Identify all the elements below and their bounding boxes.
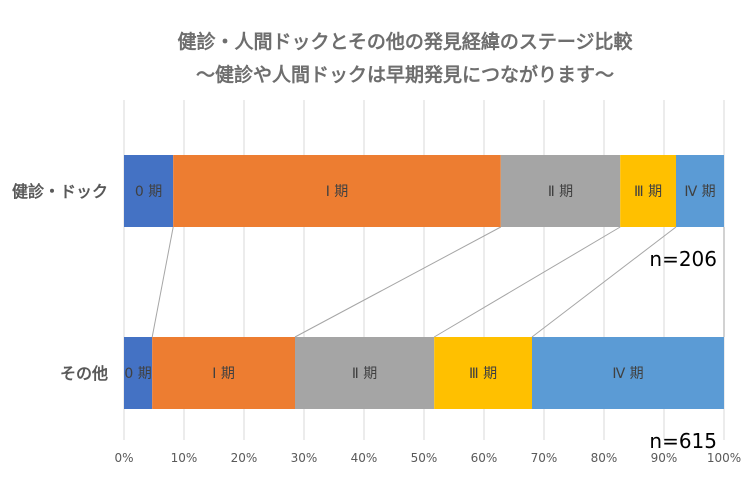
segment-label: Ⅳ 期 (684, 184, 715, 200)
x-tick-label: 30% (291, 451, 318, 465)
segment-label: 0 期 (135, 184, 162, 200)
bar-segment (500, 155, 621, 227)
bar-segment (124, 337, 153, 409)
segment-label: Ⅰ 期 (212, 366, 235, 382)
chart-subtitle: ～健診や人間ドックは早期発見につながります～ (196, 63, 614, 86)
bar-segment (620, 155, 676, 227)
x-tick-label: 70% (531, 451, 558, 465)
x-tick-label: 40% (351, 451, 378, 465)
x-tick-label: 20% (231, 451, 258, 465)
x-tick-label: 0% (114, 451, 133, 465)
bar-segment (152, 337, 295, 409)
x-tick-label: 60% (471, 451, 498, 465)
x-tick-label: 80% (591, 451, 618, 465)
x-tick-label: 90% (651, 451, 678, 465)
bar-segment (532, 337, 724, 409)
connector-line (294, 226, 502, 338)
bar-segment (676, 155, 724, 227)
segment-label: Ⅲ 期 (469, 366, 497, 382)
connector-line (531, 226, 677, 338)
segment-label: Ⅰ 期 (326, 184, 349, 200)
connector-line (151, 226, 174, 338)
x-axis-ticks: 0% 10% 20% 30% 40% 50% 60% 70% 80% 90% 100% (114, 451, 741, 465)
bar-segment (173, 155, 501, 227)
segment-label: Ⅲ 期 (634, 184, 662, 200)
n-labels: n=206 n=615 (649, 247, 717, 453)
bar-segment (124, 155, 174, 227)
segment-label: Ⅳ 期 (612, 366, 643, 382)
connector-lines (151, 226, 725, 338)
x-tick-label: 50% (411, 451, 438, 465)
bars: 0 期 Ⅰ 期 Ⅱ 期 Ⅲ 期 Ⅳ 期 0 期 Ⅰ 期 Ⅱ 期 Ⅲ 期 Ⅳ 期 (124, 155, 724, 409)
segment-label: Ⅱ 期 (352, 366, 377, 382)
bar-segment (434, 337, 532, 409)
segment-label: 0 期 (124, 366, 151, 382)
x-tick-label: 10% (171, 451, 198, 465)
sample-size-label: n=206 (649, 247, 717, 271)
category-label: 健診・ドック (12, 182, 108, 201)
chart-title: 健診・人間ドックとその他の発見経緯のステージ比較 (177, 30, 633, 53)
x-tick-label: 100% (707, 451, 741, 465)
category-label: その他 (60, 364, 108, 383)
connector-line (433, 226, 621, 338)
sample-size-label: n=615 (649, 429, 717, 453)
segment-label: Ⅱ 期 (548, 184, 573, 200)
bar-segment (295, 337, 435, 409)
